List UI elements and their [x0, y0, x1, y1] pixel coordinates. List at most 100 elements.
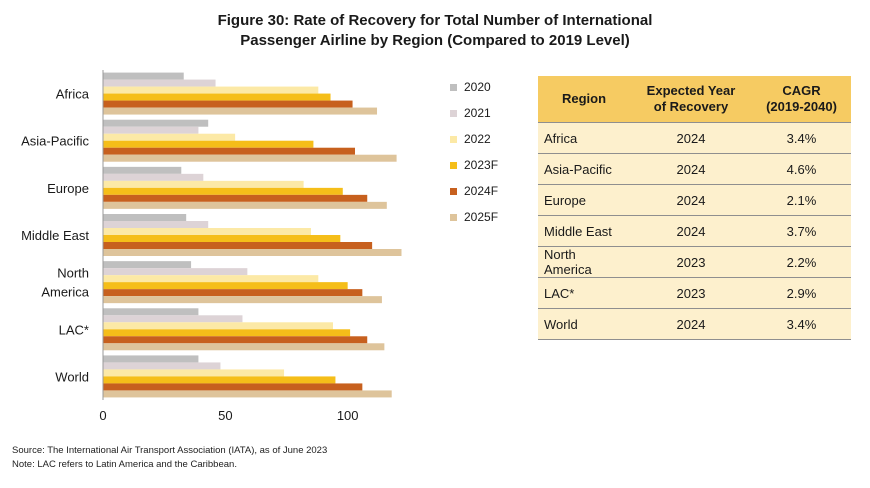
legend-swatch: [450, 213, 457, 221]
header-expected-year-line-2: of Recovery: [653, 99, 729, 114]
bar-middle-east-2020: [103, 214, 187, 221]
bar-north-america-2020: [103, 261, 192, 269]
cell-cagr: 2.1%: [752, 184, 851, 216]
bar-asia-pacific-2020: [103, 119, 209, 127]
bar-north-america-2023f: [103, 282, 348, 290]
bar-middle-east-2022: [103, 228, 311, 235]
bar-africa-2022: [103, 86, 319, 94]
chart-title-line-1: Figure 30: Rate of Recovery for Total Nu…: [217, 12, 653, 29]
bar-asia-pacific-2023f: [103, 140, 314, 148]
cell-year: 2024: [630, 215, 752, 247]
bar-europe-2024f: [103, 194, 368, 202]
bar-africa-2024f: [103, 100, 353, 108]
header-expected-year: Expected Year of Recovery: [630, 76, 752, 123]
bar-north-america-2021: [103, 268, 248, 276]
cell-year: 2023: [630, 246, 752, 278]
legend-swatch: [450, 109, 457, 117]
header-cagr-line-1: CAGR: [782, 83, 821, 98]
chart-title-line-2: Passenger Airline by Region (Compared to…: [240, 32, 630, 49]
bar-world-2020: [103, 355, 199, 363]
legend-item-2023f: 2023F: [450, 158, 498, 172]
legend-label: 2022: [464, 132, 491, 146]
header-expected-year-line-1: Expected Year: [646, 83, 736, 98]
recovery-table: Region Expected Year of Recovery CAGR (2…: [538, 76, 851, 340]
cell-region: Asia-Pacific: [538, 153, 630, 185]
table-row: Middle East 2024 3.7%: [538, 215, 851, 247]
x-tick-label: 100: [337, 408, 359, 423]
bar-lac--2023f: [103, 329, 351, 337]
bar-africa-2025f: [103, 107, 378, 115]
chart-title: Figure 30: Rate of Recovery for Total Nu…: [0, 11, 870, 51]
legend-item-2020: 2020: [450, 80, 491, 94]
bar-europe-2021: [103, 173, 204, 181]
bar-asia-pacific-2022: [103, 133, 236, 141]
bar-world-2022: [103, 369, 285, 377]
cell-cagr: 3.7%: [752, 215, 851, 247]
table-row: North America 2023 2.2%: [538, 246, 851, 278]
legend-item-2021: 2021: [450, 106, 491, 120]
bar-middle-east-2024f: [103, 242, 373, 249]
bar-europe-2020: [103, 166, 182, 174]
table-row: LAC* 2023 2.9%: [538, 277, 851, 309]
bar-africa-2021: [103, 79, 216, 87]
cell-year: 2024: [630, 308, 752, 340]
category-label: Africa: [56, 87, 90, 102]
bar-middle-east-2023f: [103, 235, 341, 242]
lac-note: Note: LAC refers to Latin America and th…: [12, 459, 237, 470]
category-label: Middle East: [21, 228, 89, 243]
bar-middle-east-2025f: [103, 249, 402, 256]
legend-swatch: [450, 83, 457, 91]
cell-region: North America: [538, 246, 630, 278]
bar-north-america-2022: [103, 275, 319, 283]
cell-cagr: 3.4%: [752, 308, 851, 340]
bar-chart: Africa Asia-Pacific Europe Middle East North…: [21, 70, 402, 423]
x-tick-label: 50: [218, 408, 232, 423]
legend-label: 2020: [464, 80, 491, 94]
legend-swatch: [450, 161, 457, 169]
table-row: World 2024 3.4%: [538, 308, 851, 340]
bar-africa-2020: [103, 72, 184, 80]
cell-year: 2023: [630, 277, 752, 309]
chart-footer: Source: The International Air Transport …: [12, 444, 327, 472]
bar-world-2025f: [103, 390, 392, 398]
bar-world-2023f: [103, 376, 336, 384]
category-label: Asia-Pacific: [21, 134, 89, 149]
category-label: World: [55, 369, 89, 384]
legend-swatch: [450, 187, 457, 195]
cell-year: 2024: [630, 122, 752, 154]
category-label: Europe: [47, 181, 89, 196]
cell-region: Europe: [538, 184, 630, 216]
category-label: North: [57, 266, 89, 281]
cell-cagr: 4.6%: [752, 153, 851, 185]
source-note: Source: The International Air Transport …: [12, 445, 328, 456]
bar-lac--2021: [103, 315, 243, 323]
cell-region: Middle East: [538, 215, 630, 247]
table-row: Europe 2024 2.1%: [538, 184, 851, 216]
cell-year: 2024: [630, 153, 752, 185]
cell-region: World: [538, 308, 630, 340]
cell-cagr: 2.9%: [752, 277, 851, 309]
bar-africa-2023f: [103, 93, 331, 101]
category-label: America: [41, 285, 89, 300]
legend-swatch: [450, 135, 457, 143]
legend-label: 2024F: [464, 184, 499, 198]
bar-lac--2022: [103, 322, 333, 330]
table-header-row: Region Expected Year of Recovery CAGR (2…: [538, 76, 851, 123]
bar-lac--2024f: [103, 336, 368, 344]
legend-item-2024f: 2024F: [450, 184, 498, 198]
table-row: Asia-Pacific 2024 4.6%: [538, 153, 851, 185]
bar-asia-pacific-2024f: [103, 147, 356, 155]
bar-europe-2023f: [103, 187, 343, 195]
table-row: Africa 2024 3.4%: [538, 122, 851, 154]
cell-region: Africa: [538, 122, 630, 154]
legend-label: 2023F: [464, 158, 499, 172]
bar-lac--2025f: [103, 343, 385, 351]
header-region: Region: [538, 76, 630, 123]
x-tick-label: 0: [99, 408, 106, 423]
bar-middle-east-2021: [103, 221, 209, 228]
legend-label: 2025F: [464, 210, 499, 224]
header-cagr: CAGR (2019-2040): [752, 76, 851, 123]
cell-cagr: 2.2%: [752, 246, 851, 278]
legend-label: 2021: [464, 106, 491, 120]
legend-item-2025f: 2025F: [450, 210, 498, 224]
